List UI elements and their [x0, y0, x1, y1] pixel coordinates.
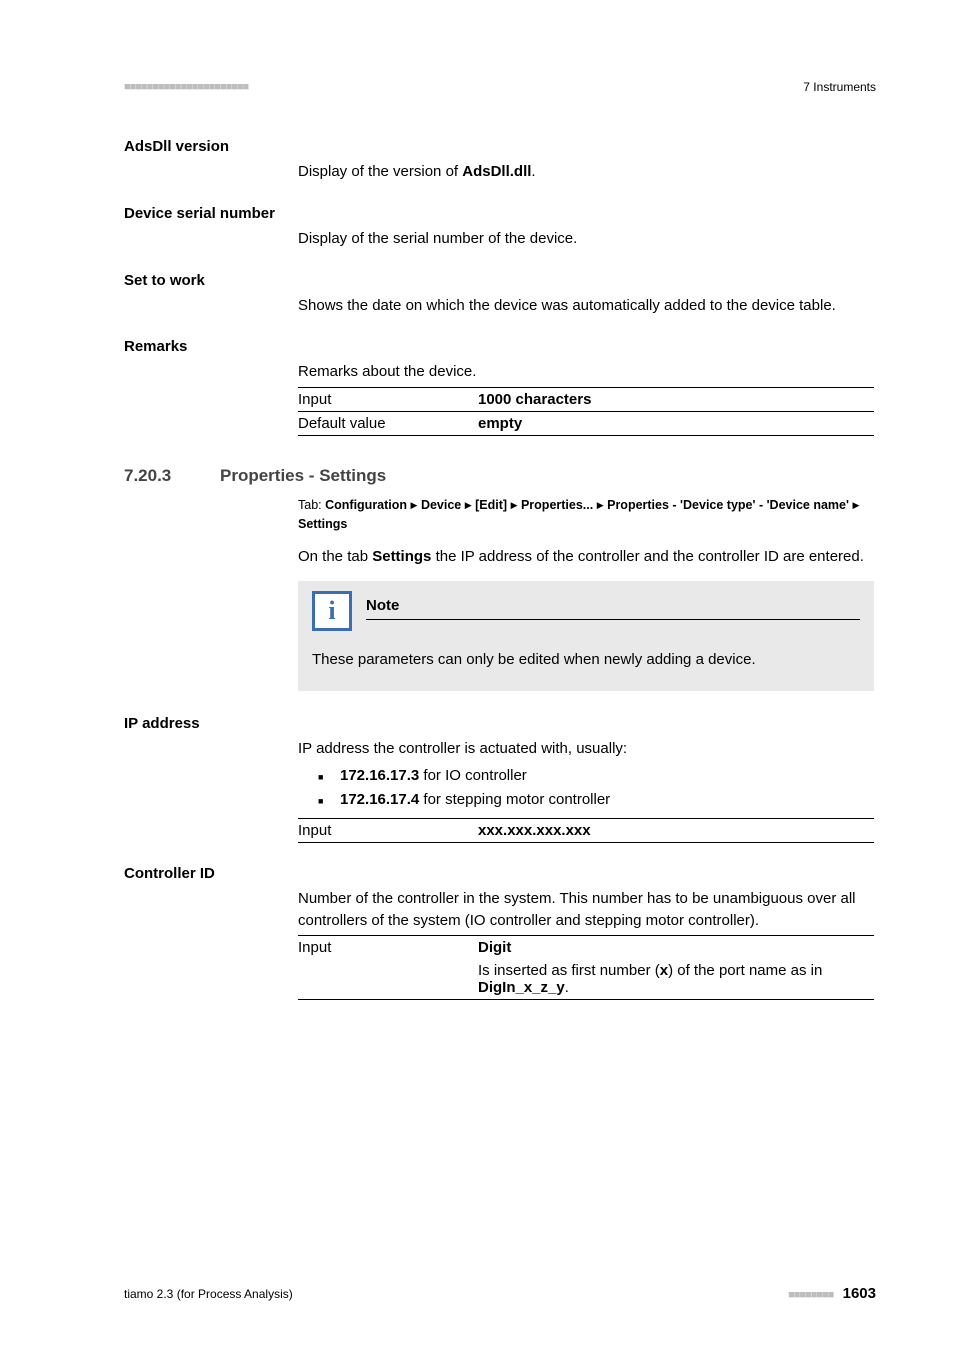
note-label: Note [366, 597, 399, 614]
field-ip-desc: IP address the controller is actuated wi… [298, 738, 876, 760]
field-remarks-desc: Remarks about the device. [298, 361, 876, 383]
note-text: These parameters can only be edited when… [312, 649, 860, 671]
text: On the tab [298, 548, 372, 565]
cell-key [298, 962, 478, 996]
text: . [565, 979, 569, 996]
header-chapter: 7 Instruments [803, 80, 876, 94]
page-footer: tiamo 2.3 (for Process Analysis) ■■■■■■■… [124, 1285, 876, 1302]
footer-ornament: ■■■■■■■■ [788, 1289, 833, 1301]
text-bold: x [660, 962, 668, 979]
text-bold: AdsDll.dll [462, 163, 531, 180]
text: for IO controller [419, 767, 527, 784]
field-ip-name: IP address [124, 715, 876, 732]
ip-table: Input xxx.xxx.xxx.xxx [298, 818, 874, 843]
tab-part: Configuration [325, 498, 407, 512]
triangle-icon: ▶ [511, 500, 518, 510]
text: Is inserted as first number ( [478, 962, 660, 979]
tab-part: Settings [298, 517, 347, 531]
triangle-icon: ▶ [411, 500, 418, 510]
field-remarks-name: Remarks [124, 338, 876, 355]
page-header: ■■■■■■■■■■■■■■■■■■■■■■ 7 Instruments [124, 80, 876, 94]
field-settowork: Set to work Shows the date on which the … [124, 272, 876, 317]
field-serial-desc: Display of the serial number of the devi… [298, 228, 876, 250]
section-number: 7.20.3 [124, 466, 220, 486]
tab-path: Tab: Configuration ▶ Device ▶ [Edit] ▶ P… [298, 496, 876, 534]
cell-key: Input [298, 822, 478, 839]
text-bold: 172.16.17.3 [340, 767, 419, 784]
footer-left: tiamo 2.3 (for Process Analysis) [124, 1287, 293, 1301]
text-bold: Settings [372, 548, 431, 565]
table-row: Input 1000 characters [298, 388, 874, 412]
section-heading: 7.20.3 Properties - Settings [124, 466, 876, 486]
tab-part: Properties... [521, 498, 593, 512]
cell-val: Digit [478, 939, 874, 956]
text-bold: DigIn_x_z_y [478, 979, 565, 996]
field-ip: IP address IP address the controller is … [124, 715, 876, 843]
section-intro: On the tab Settings the IP address of th… [298, 546, 876, 568]
header-ornament-left: ■■■■■■■■■■■■■■■■■■■■■■ [124, 81, 248, 93]
cell-val: Is inserted as first number (x) of the p… [478, 962, 874, 996]
field-serial-name: Device serial number [124, 205, 876, 222]
info-icon: i [312, 591, 352, 631]
field-serial: Device serial number Display of the seri… [124, 205, 876, 250]
text-bold: 172.16.17.4 [340, 791, 419, 808]
footer-right: ■■■■■■■■ 1603 [788, 1285, 876, 1302]
cell-key: Input [298, 939, 478, 956]
section-title: Properties - Settings [220, 466, 386, 486]
cell-val: xxx.xxx.xxx.xxx [478, 822, 874, 839]
cell-key: Input [298, 391, 478, 408]
tab-prefix: Tab: [298, 498, 325, 512]
field-remarks: Remarks Remarks about the device. Input … [124, 338, 876, 436]
table-row: Default value empty [298, 412, 874, 436]
field-controller: Controller ID Number of the controller i… [124, 865, 876, 1001]
field-controller-name: Controller ID [124, 865, 876, 882]
field-adsdll: AdsDll version Display of the version of… [124, 138, 876, 183]
text: the IP address of the controller and the… [431, 548, 863, 565]
note-header: i Note [312, 591, 860, 631]
remarks-table: Input 1000 characters Default value empt… [298, 387, 874, 436]
tab-part: Device [421, 498, 461, 512]
triangle-icon: ▶ [852, 500, 859, 510]
triangle-icon: ▶ [465, 500, 472, 510]
tab-part: Properties - 'Device type' - 'Device nam… [607, 498, 849, 512]
table-row: Is inserted as first number (x) of the p… [298, 959, 874, 1000]
field-controller-desc: Number of the controller in the system. … [298, 888, 876, 932]
cell-val: 1000 characters [478, 391, 874, 408]
field-adsdll-name: AdsDll version [124, 138, 876, 155]
text: Display of the version of [298, 163, 462, 180]
triangle-icon: ▶ [597, 500, 604, 510]
tab-part: [Edit] [475, 498, 507, 512]
note-box: i Note These parameters can only be edit… [298, 581, 874, 691]
text: for stepping motor controller [419, 791, 610, 808]
field-settowork-desc: Shows the date on which the device was a… [298, 295, 876, 317]
table-row: Input Digit [298, 936, 874, 959]
list-item: 172.16.17.3 for IO controller [318, 764, 876, 788]
info-icon-glyph: i [328, 596, 335, 626]
ip-list: 172.16.17.3 for IO controller 172.16.17.… [318, 764, 876, 812]
list-item: 172.16.17.4 for stepping motor controlle… [318, 788, 876, 812]
footer-page-number: 1603 [843, 1285, 876, 1302]
field-settowork-name: Set to work [124, 272, 876, 289]
cell-key: Default value [298, 415, 478, 432]
field-adsdll-desc: Display of the version of AdsDll.dll. [298, 161, 876, 183]
text: . [531, 163, 535, 180]
cell-val: empty [478, 415, 874, 432]
note-label-wrap: Note [366, 591, 860, 620]
text: ) of the port name as in [668, 962, 822, 979]
table-row: Input xxx.xxx.xxx.xxx [298, 819, 874, 843]
controller-table: Input Digit Is inserted as first number … [298, 935, 874, 1000]
